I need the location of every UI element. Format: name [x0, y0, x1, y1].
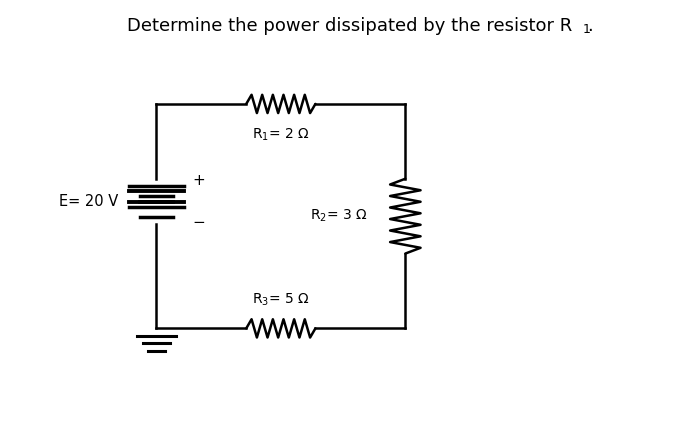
Text: .: .: [587, 17, 593, 35]
Text: E= 20 V: E= 20 V: [59, 194, 118, 209]
Text: +: +: [193, 173, 205, 188]
Text: R$_3$= 5 Ω: R$_3$= 5 Ω: [252, 291, 309, 307]
Text: −: −: [193, 215, 205, 230]
Text: Determine the power dissipated by the resistor R: Determine the power dissipated by the re…: [127, 17, 573, 35]
Text: R$_1$= 2 Ω: R$_1$= 2 Ω: [252, 127, 309, 143]
Text: 1: 1: [582, 23, 590, 36]
Text: R$_2$= 3 Ω: R$_2$= 3 Ω: [309, 208, 368, 224]
